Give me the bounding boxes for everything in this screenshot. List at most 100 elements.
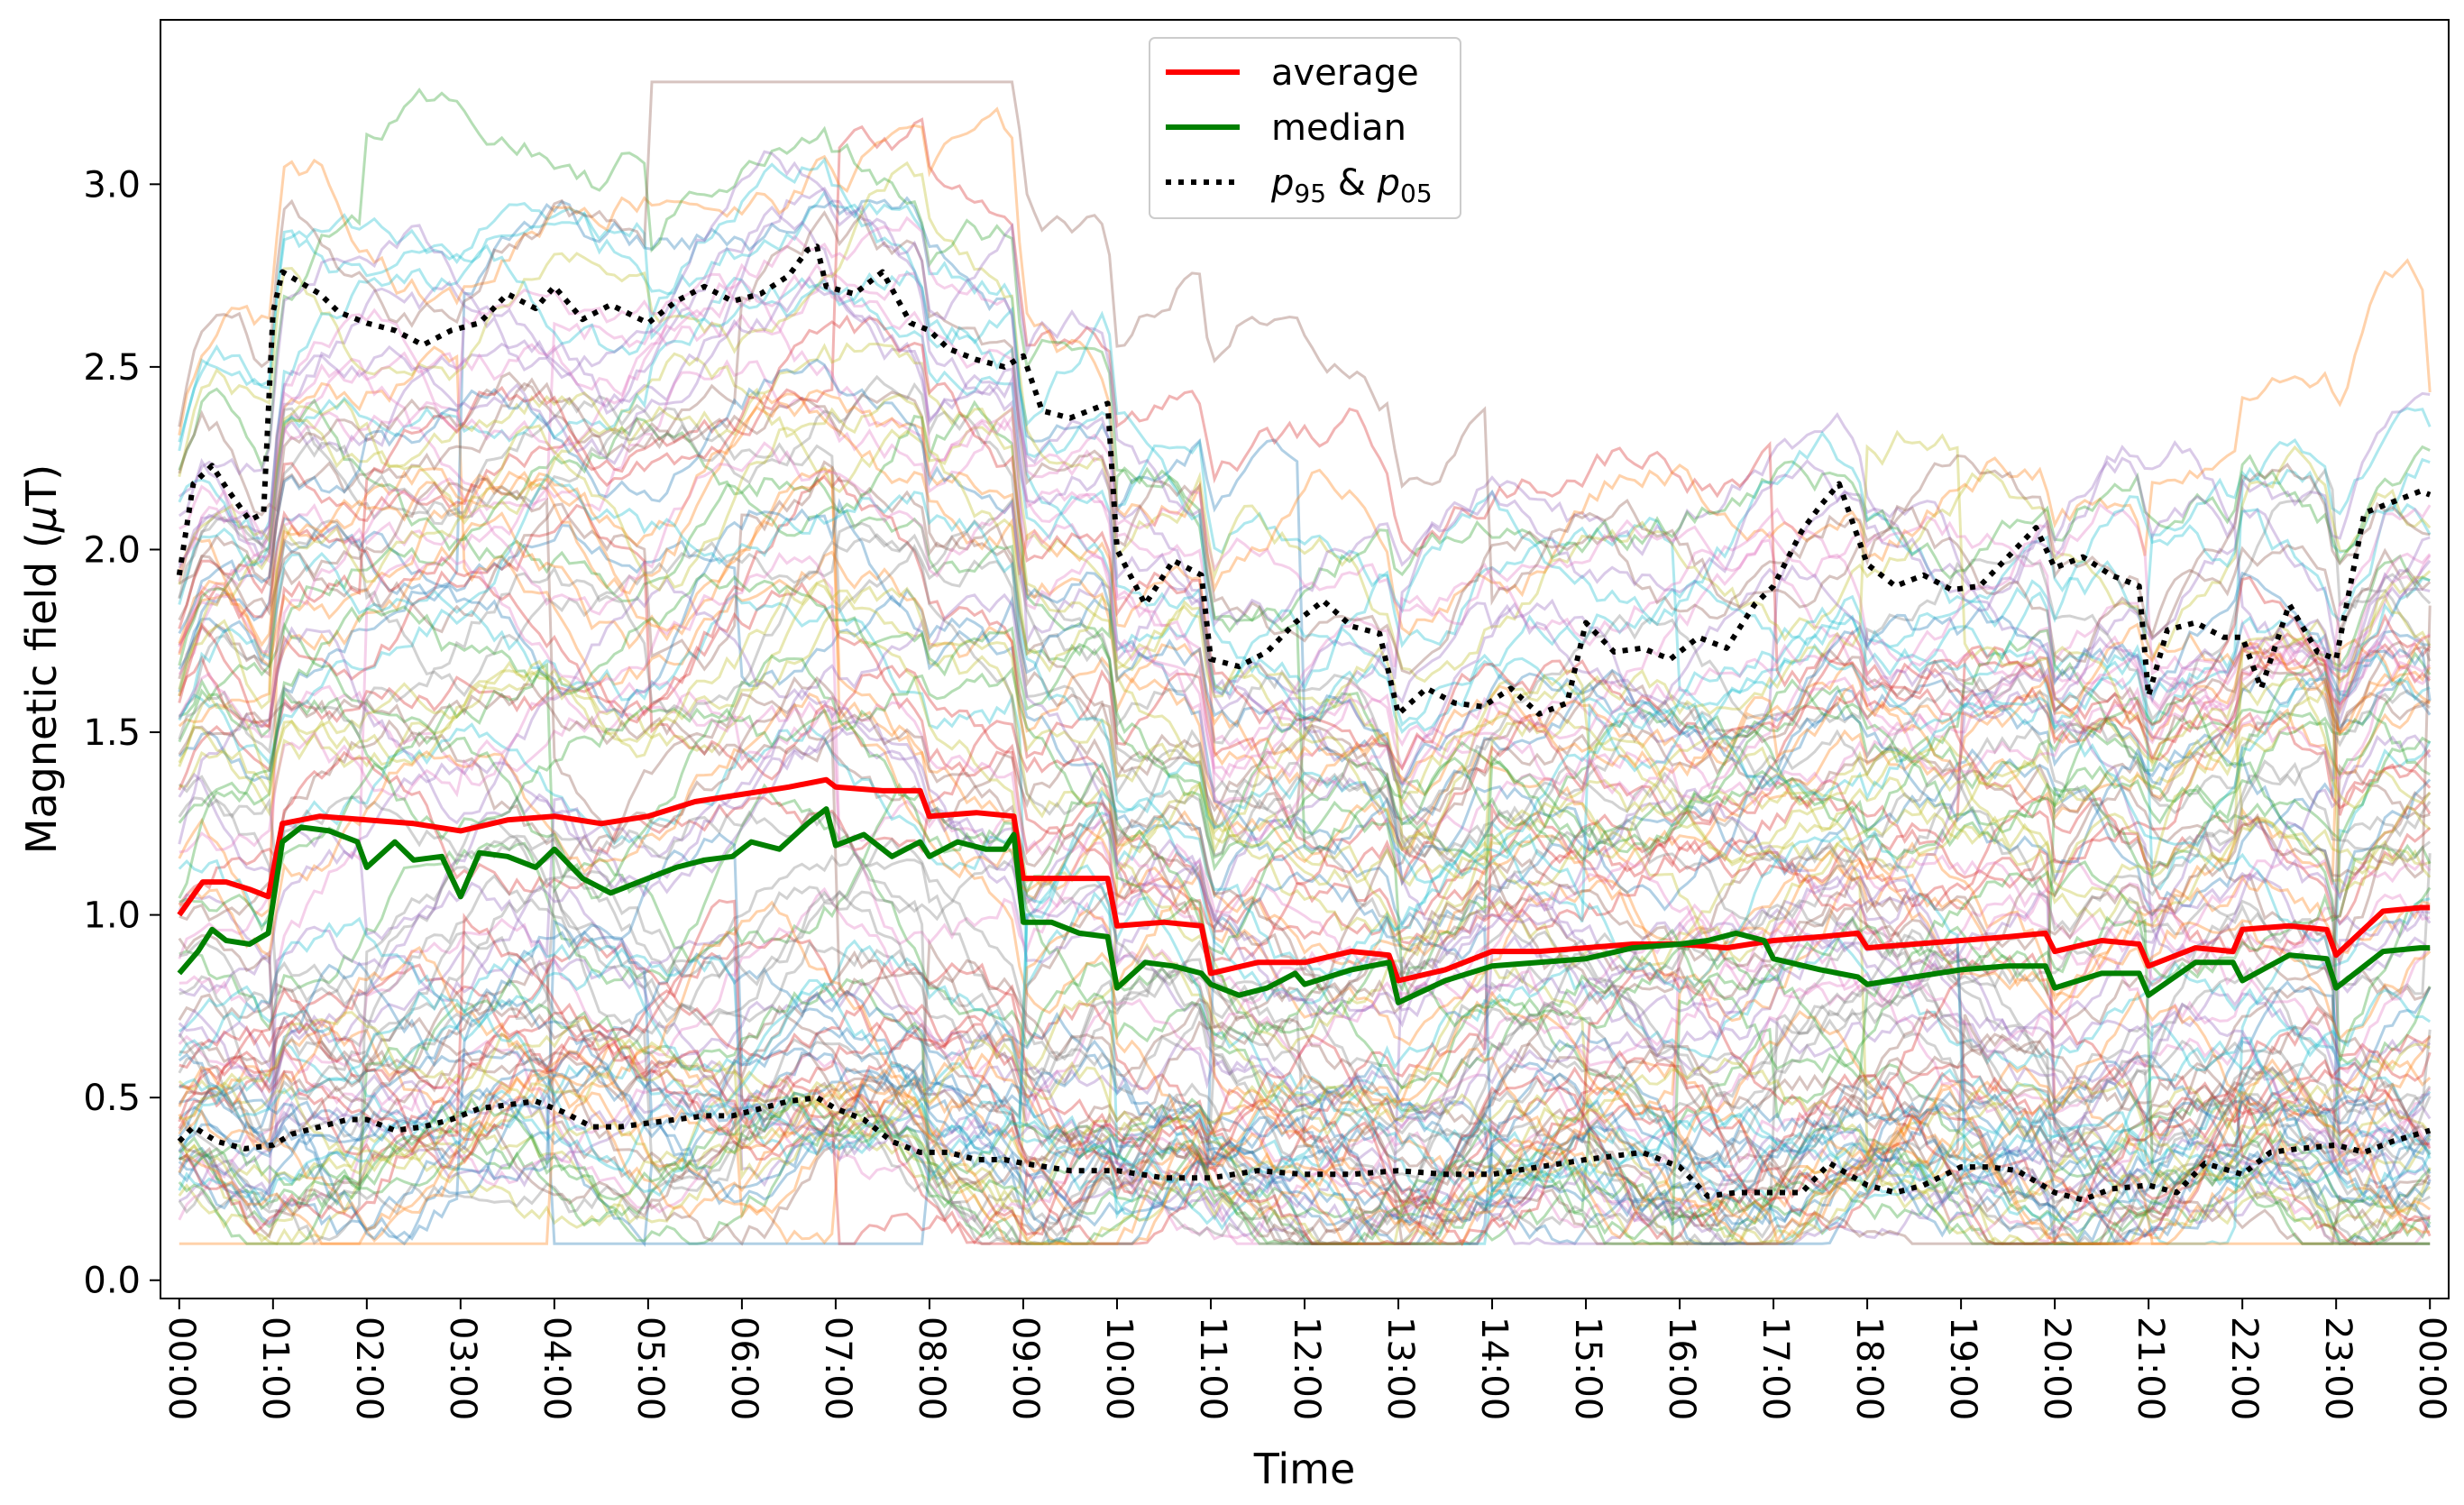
- background-series-line: [178, 513, 2431, 935]
- x-tick-label: 00:00: [160, 1317, 202, 1420]
- x-tick-label: 13:00: [1379, 1317, 1421, 1420]
- background-series-line: [178, 775, 2432, 1090]
- x-tick-label: 21:00: [2130, 1317, 2171, 1420]
- background-series-line: [179, 466, 2432, 857]
- x-tick-label: 17:00: [1754, 1317, 1796, 1420]
- legend-label-average: average: [1271, 52, 1419, 94]
- background-series-line: [178, 1039, 2432, 1245]
- background-series-line: [178, 87, 2431, 623]
- y-tick-label: 3.0: [83, 164, 141, 206]
- background-series-line: [178, 272, 2432, 779]
- background-series-line: [178, 381, 2431, 846]
- background-series-line: [178, 186, 2431, 786]
- background-series-line: [178, 117, 2432, 762]
- y-axis-label-mu: µ: [17, 506, 66, 533]
- x-tick-label: 00:00: [2411, 1317, 2452, 1420]
- background-series-line: [178, 392, 2432, 797]
- background-series-line: [178, 818, 2431, 1246]
- background-series-line: [178, 1080, 2432, 1246]
- background-series-line: [178, 1087, 2432, 1245]
- background-series-line: [179, 551, 2432, 1075]
- main-series-group: [176, 243, 2432, 1203]
- background-series-line: [179, 778, 2432, 1179]
- y-axis: 0.0 0.5 1.0 1.5 2.0 2.5 3.0: [83, 164, 160, 1302]
- background-series-line: [178, 150, 2431, 628]
- background-series-line: [178, 314, 2432, 816]
- background-series-line: [178, 687, 2431, 1179]
- background-series-line: [179, 654, 2432, 1062]
- background-series-line: [178, 666, 2432, 1083]
- background-series-line: [178, 157, 2431, 691]
- x-tick-label: 22:00: [2223, 1317, 2265, 1420]
- background-series-line: [178, 858, 2432, 1243]
- x-tick-label: 16:00: [1661, 1317, 1702, 1420]
- background-series-line: [178, 621, 2431, 1090]
- x-tick-label: 05:00: [629, 1317, 671, 1420]
- legend-p05-sub: 05: [1400, 179, 1433, 208]
- background-series-group: [178, 80, 2432, 1248]
- x-tick-label: 07:00: [817, 1317, 858, 1420]
- x-tick-label: 01:00: [254, 1317, 296, 1420]
- background-series-line: [178, 900, 2432, 1240]
- background-series-line: [178, 720, 2432, 962]
- x-tick-label: 12:00: [1286, 1317, 1327, 1420]
- y-axis-label-prefix: Magnetic field (: [17, 532, 66, 854]
- background-series-line: [178, 910, 2432, 1245]
- background-series-line: [178, 1053, 2431, 1245]
- background-series-line: [178, 389, 2431, 785]
- background-series-line: [178, 477, 2432, 996]
- x-tick-label: 18:00: [1848, 1317, 1890, 1420]
- background-series-line: [178, 886, 2432, 1188]
- x-tick-label: 08:00: [911, 1317, 952, 1420]
- y-axis-label-suffix: T): [17, 464, 66, 507]
- background-series-line: [178, 106, 2432, 637]
- y-tick-label: 2.0: [83, 529, 141, 571]
- x-axis: 00:00 01:00 02:00 03:00 04:00 05:00 06:00 07:00…: [160, 1299, 2452, 1420]
- y-tick-label: 1.0: [83, 895, 141, 937]
- background-series-line: [179, 1124, 2432, 1246]
- y-tick-label: 0.0: [83, 1261, 141, 1302]
- background-series-line: [179, 693, 2432, 1023]
- legend-p95-sub: 95: [1294, 179, 1326, 208]
- background-series-line: [178, 609, 2432, 963]
- background-series-line: [178, 1022, 2432, 1245]
- x-tick-label: 19:00: [1942, 1317, 1983, 1420]
- background-series-line: [178, 789, 2432, 1223]
- background-series-line: [178, 357, 2432, 753]
- x-tick-label: 23:00: [2317, 1317, 2359, 1420]
- background-series-line: [178, 576, 2432, 959]
- background-series-line: [178, 937, 2432, 1245]
- background-series-line: [178, 210, 2432, 735]
- background-series-line: [179, 874, 2432, 1245]
- background-series-line: [178, 951, 2432, 1245]
- background-series-line: [178, 888, 2431, 1219]
- background-series-line: [178, 441, 2432, 842]
- background-series-line: [178, 503, 2432, 948]
- background-series-line: [178, 467, 2432, 1047]
- legend-p05-p: p: [1377, 162, 1400, 204]
- background-series-line: [178, 944, 2432, 1130]
- background-series-line: [178, 80, 2431, 640]
- background-series-line: [178, 423, 2432, 874]
- background-series-line: [178, 921, 2432, 1245]
- background-series-line: [178, 886, 2432, 1161]
- background-series-line: [178, 986, 2431, 1247]
- background-series-line: [178, 210, 2432, 675]
- x-tick-label: 09:00: [1004, 1317, 1046, 1420]
- legend-amp: &: [1326, 162, 1378, 204]
- background-series-line: [178, 374, 2432, 812]
- background-series-line: [178, 358, 2432, 789]
- background-series-line: [178, 871, 2432, 1195]
- x-tick-label: 06:00: [723, 1317, 765, 1420]
- background-series-line: [178, 533, 2432, 975]
- x-axis-label: Time: [1253, 1445, 1356, 1493]
- background-series-line: [178, 915, 2431, 1245]
- background-series-line: [178, 916, 2432, 1203]
- background-series-line: [178, 271, 2432, 834]
- background-series-line: [178, 952, 2431, 1247]
- series-line-p05: [177, 1095, 2432, 1203]
- background-series-line: [178, 862, 2432, 1231]
- background-series-line: [178, 1070, 2432, 1245]
- background-series-line: [178, 465, 2431, 1016]
